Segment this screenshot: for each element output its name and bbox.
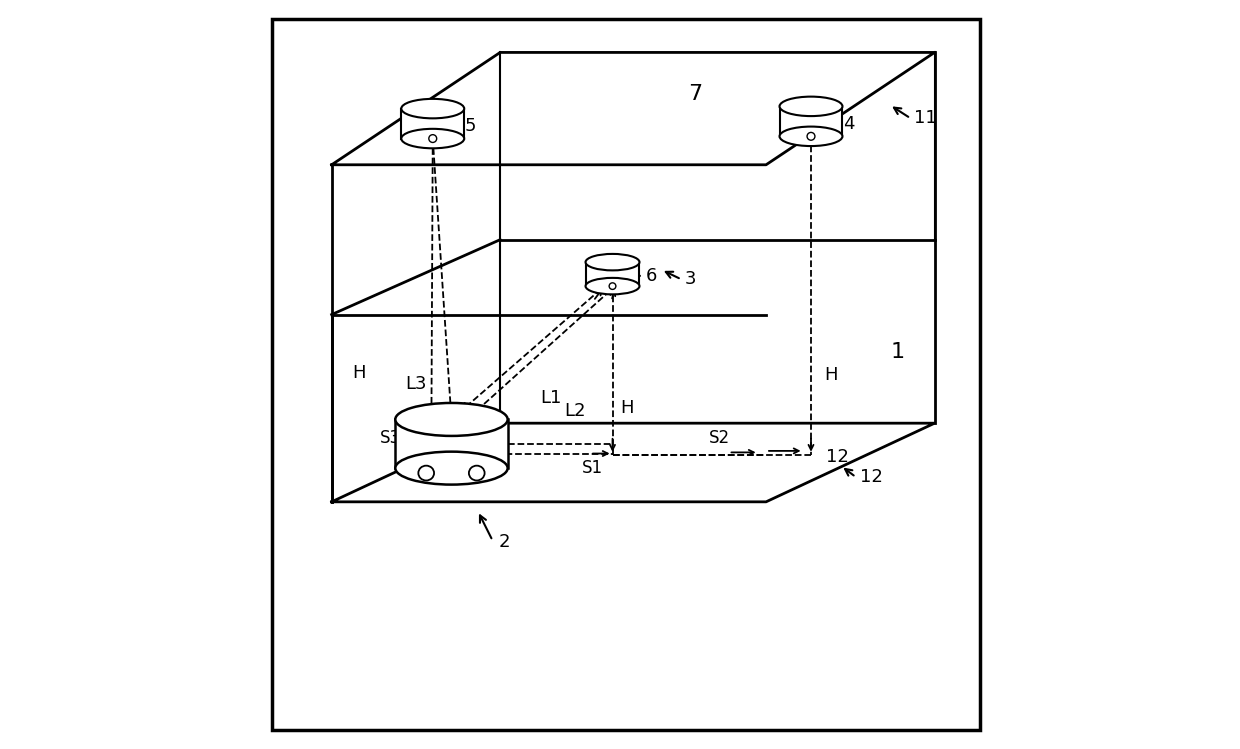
Text: L2: L2 <box>564 402 585 420</box>
Polygon shape <box>780 106 842 136</box>
Text: L3: L3 <box>405 375 427 393</box>
Polygon shape <box>396 419 507 468</box>
Text: H: H <box>621 399 634 417</box>
Ellipse shape <box>609 283 616 289</box>
Text: 11: 11 <box>914 109 937 127</box>
Text: 4: 4 <box>843 115 854 133</box>
Text: 12: 12 <box>859 467 883 485</box>
Ellipse shape <box>469 466 485 481</box>
Text: 7: 7 <box>688 84 702 103</box>
Ellipse shape <box>780 97 842 116</box>
Text: 5: 5 <box>465 117 476 135</box>
Text: S2: S2 <box>708 429 729 447</box>
Text: 2: 2 <box>498 533 510 551</box>
Text: H: H <box>352 364 366 382</box>
Ellipse shape <box>402 99 464 118</box>
Text: 6: 6 <box>646 267 657 285</box>
Polygon shape <box>585 262 640 286</box>
Ellipse shape <box>402 129 464 148</box>
Ellipse shape <box>429 135 436 142</box>
Polygon shape <box>402 109 464 139</box>
Text: 12: 12 <box>826 448 848 466</box>
Text: H: H <box>825 366 838 384</box>
Ellipse shape <box>396 403 507 436</box>
Text: S1: S1 <box>582 459 603 477</box>
Ellipse shape <box>807 133 815 140</box>
Ellipse shape <box>585 278 640 294</box>
Text: L1: L1 <box>541 389 562 407</box>
Text: S3: S3 <box>381 429 402 447</box>
Ellipse shape <box>585 254 640 270</box>
Text: 3: 3 <box>686 270 697 288</box>
Text: 1: 1 <box>890 342 904 362</box>
Ellipse shape <box>396 452 507 485</box>
Ellipse shape <box>780 127 842 146</box>
Ellipse shape <box>418 466 434 481</box>
